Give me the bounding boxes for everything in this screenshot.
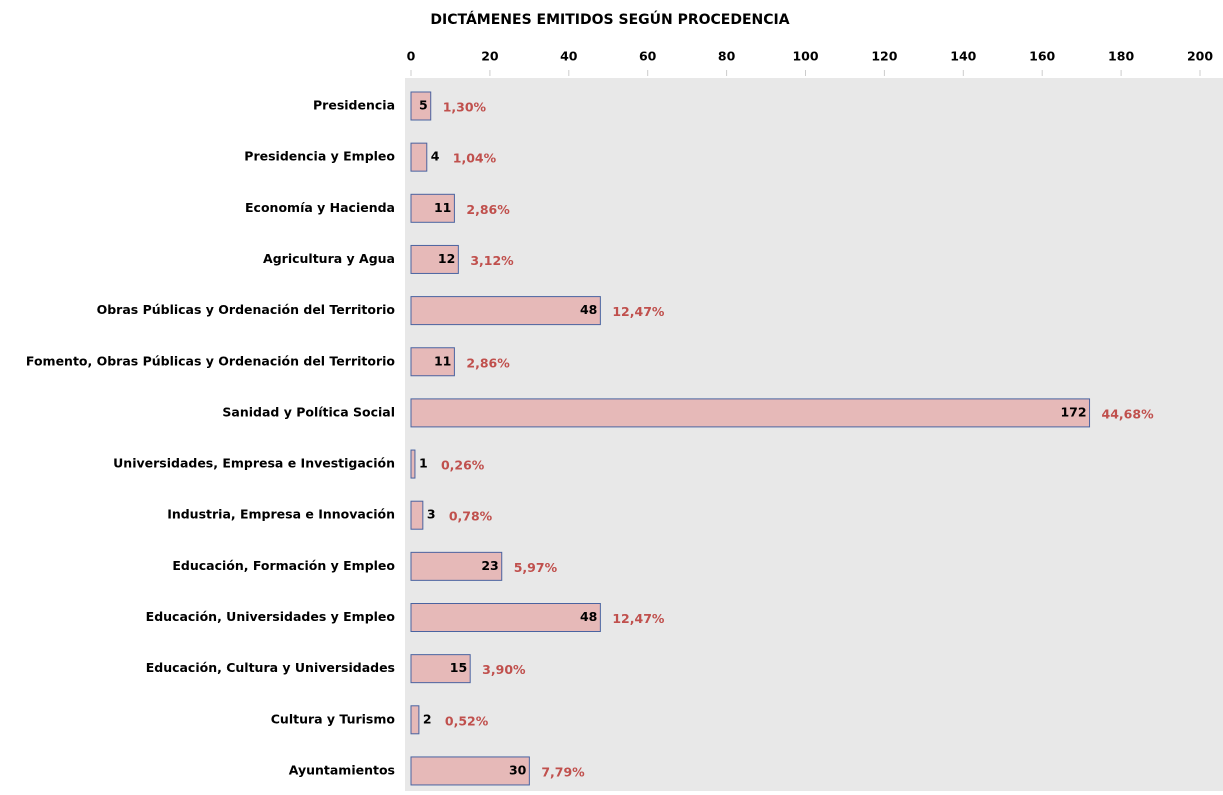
bar: [410, 347, 455, 377]
x-tick-label: 60: [639, 49, 657, 64]
y-tick-label: Universidades, Empresa e Investigación: [113, 456, 395, 471]
value-label: 2: [423, 711, 432, 726]
share-label: 1,04%: [453, 151, 497, 166]
share-label: 2,86%: [466, 202, 510, 217]
share-label: 7,79%: [541, 764, 585, 779]
value-label: 5: [419, 98, 428, 113]
share-label: 0,78%: [449, 509, 493, 524]
chart-title: DICTÁMENES EMITIDOS SEGÚN PROCEDENCIA: [430, 10, 789, 28]
value-label: 23: [481, 558, 498, 573]
value-label: 11: [434, 353, 451, 368]
share-label: 44,68%: [1102, 406, 1155, 421]
x-tick-label: 160: [1029, 49, 1055, 64]
y-tick-label: Sanidad y Política Social: [222, 404, 395, 419]
value-label: 11: [434, 200, 451, 215]
y-tick-label: Educación, Cultura y Universidades: [146, 660, 395, 675]
y-tick-label: Presidencia: [313, 98, 395, 113]
bar: [410, 603, 601, 632]
y-tick-label: Obras Públicas y Ordenación del Territor…: [97, 302, 396, 317]
value-label: 15: [450, 660, 467, 675]
share-label: 1,30%: [443, 100, 487, 115]
y-tick-label: Educación, Formación y Empleo: [172, 558, 395, 573]
y-tick-label: Industria, Empresa e Innovación: [167, 507, 395, 522]
value-label: 12: [438, 251, 455, 266]
share-label: 2,86%: [466, 355, 510, 370]
share-label: 0,26%: [441, 458, 485, 473]
bar: [410, 398, 1091, 428]
share-label: 0,52%: [445, 713, 489, 728]
value-label: 3: [427, 507, 436, 522]
value-label: 48: [580, 302, 597, 317]
x-tick-label: 140: [950, 49, 976, 64]
plot-background: [405, 78, 1223, 791]
bar: [410, 449, 416, 479]
share-label: 3,12%: [470, 253, 514, 268]
y-tick-label: Economía y Hacienda: [245, 200, 395, 215]
x-tick-label: 20: [481, 49, 499, 64]
bar: [410, 654, 471, 684]
bar: [410, 244, 459, 274]
share-label: 12,47%: [612, 304, 665, 319]
y-tick-label: Presidencia y Empleo: [244, 149, 395, 164]
x-tick-label: 120: [871, 49, 897, 64]
x-tick-label: 180: [1108, 49, 1134, 64]
bar: [410, 551, 503, 581]
y-tick-label: Cultura y Turismo: [271, 711, 396, 726]
x-tick-label: 0: [407, 49, 416, 64]
share-label: 12,47%: [612, 611, 665, 626]
bar: [410, 193, 455, 223]
value-label: 48: [580, 609, 597, 624]
bar: [410, 142, 428, 172]
value-label: 30: [509, 762, 527, 777]
x-tick-label: 200: [1187, 49, 1213, 64]
y-tick-label: Educación, Universidades y Empleo: [146, 609, 396, 624]
bar: [410, 705, 420, 735]
bar: [410, 296, 601, 326]
x-tick-label: 80: [718, 49, 736, 64]
y-tick-label: Fomento, Obras Públicas y Ordenación del…: [26, 353, 395, 368]
bar: [410, 500, 424, 530]
bar: [410, 756, 530, 786]
y-tick-label: Ayuntamientos: [289, 762, 395, 777]
value-label: 4: [431, 149, 440, 164]
bar: [410, 91, 432, 121]
y-tick-label: Agricultura y Agua: [263, 251, 395, 266]
value-label: 172: [1060, 404, 1086, 419]
x-tick-label: 40: [560, 49, 578, 64]
value-label: 1: [419, 456, 428, 471]
share-label: 3,90%: [482, 662, 526, 677]
x-tick-label: 100: [792, 49, 818, 64]
share-label: 5,97%: [514, 560, 558, 575]
